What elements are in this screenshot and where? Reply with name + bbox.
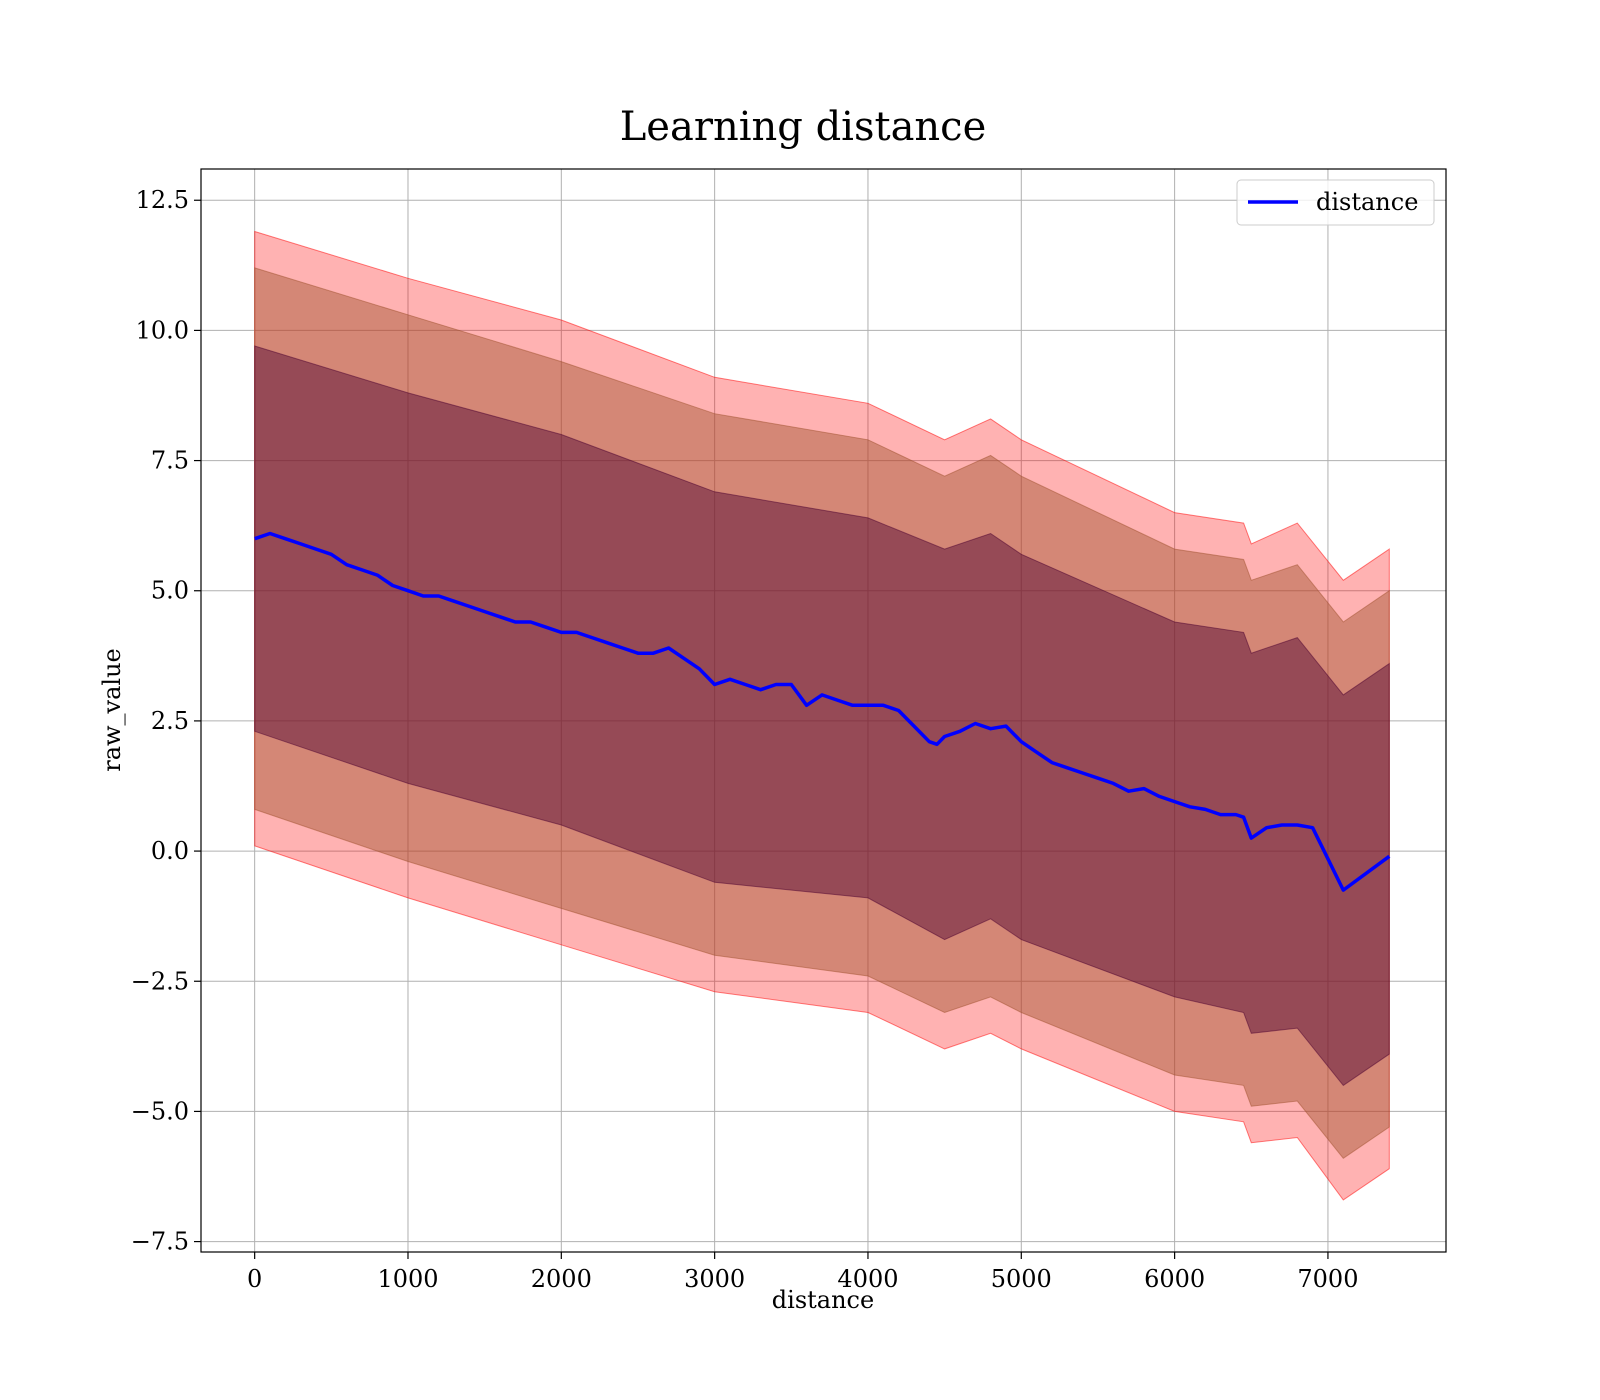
x-tick-label: 7000: [1297, 1265, 1358, 1293]
plot-frame: [200, 168, 1447, 1253]
grid-lines: [201, 169, 1446, 1252]
chart-title: Learning distance: [620, 104, 987, 150]
legend: distance: [1236, 179, 1435, 226]
band-outer: [254, 230, 1390, 1201]
x-tick-label: 5000: [991, 1265, 1052, 1293]
y-tick-label: −5.0: [131, 1097, 189, 1125]
y-axis-label: raw_value: [98, 648, 126, 772]
x-tick-label: 0: [247, 1265, 262, 1293]
y-tick-label: −7.5: [131, 1228, 189, 1256]
confidence-bands: [254, 230, 1390, 1201]
y-tick-label: −2.5: [131, 967, 189, 995]
x-tick-label: 6000: [1144, 1265, 1205, 1293]
x-axis-ticks: 0 1000 2000 3000 4000 5000 6000 7000: [247, 1252, 1358, 1293]
x-tick-label: 3000: [684, 1265, 745, 1293]
x-axis-label: distance: [772, 1286, 874, 1314]
y-tick-label: 10.0: [136, 316, 189, 344]
band-inner: [254, 345, 1390, 1087]
legend-label-distance: distance: [1316, 188, 1418, 216]
series-line-distance: [254, 531, 1391, 892]
legend-box: [1236, 179, 1435, 226]
y-tick-label: 0.0: [151, 837, 189, 865]
y-tick-label: 5.0: [151, 577, 189, 605]
x-tick-label: 1000: [377, 1265, 438, 1293]
x-tick-label: 4000: [837, 1265, 898, 1293]
y-axis-ticks: −7.5 −5.0 −2.5 0.0 2.5 5.0 7.5 10.0 12.5: [131, 186, 201, 1256]
y-tick-label: 12.5: [136, 186, 189, 214]
x-tick-label: 2000: [531, 1265, 592, 1293]
y-tick-label: 2.5: [151, 707, 189, 735]
series-lines: [254, 531, 1391, 892]
band-middle: [254, 267, 1390, 1159]
y-tick-label: 7.5: [151, 447, 189, 475]
